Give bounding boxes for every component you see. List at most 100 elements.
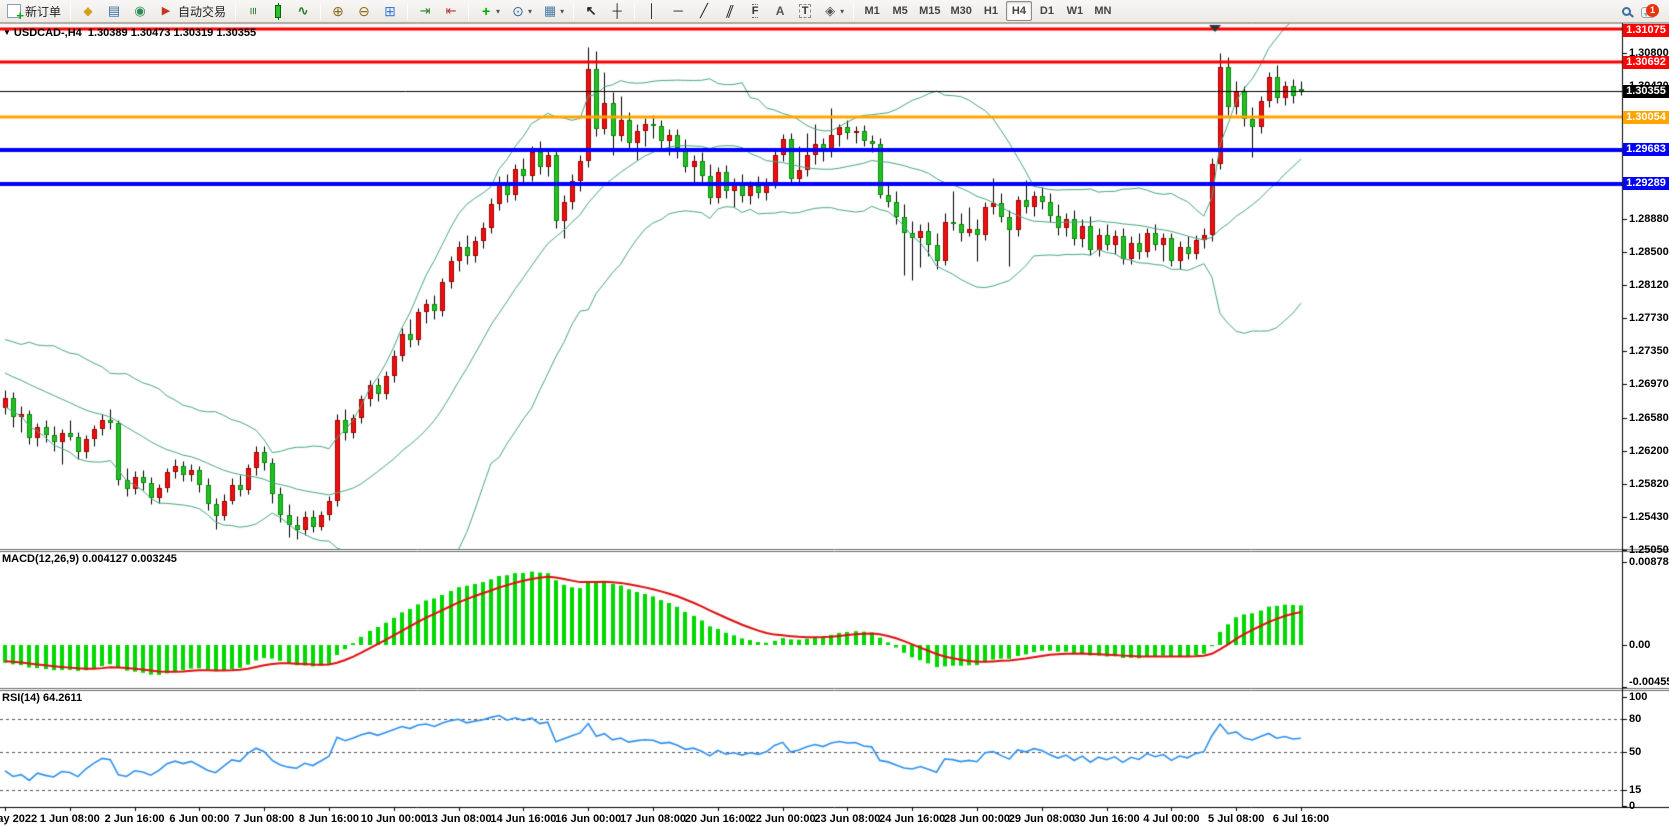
time-tick-label: 14 Jun 16:00	[490, 813, 557, 825]
shapes-icon: ◈	[825, 3, 836, 18]
market-watch-button[interactable]: ◆	[76, 1, 100, 21]
timeframe-button-h1[interactable]: H1	[983, 5, 998, 17]
autotrading-icon: ▶	[161, 5, 171, 17]
indicators-icon: +	[481, 3, 491, 19]
price-level-badge: 1.29683	[1623, 143, 1669, 156]
time-tick-label: 7 Jun 08:00	[234, 813, 295, 825]
new-order-button[interactable]: 新订单	[3, 1, 65, 23]
navigator-button[interactable]: ◉	[128, 1, 152, 21]
cursor-icon: ↖	[585, 3, 597, 18]
cursor-button[interactable]: ↖	[579, 1, 603, 21]
rsi-tick-label: 15	[1629, 784, 1642, 796]
search-icon[interactable]	[1622, 7, 1631, 16]
bar-chart-button[interactable]: ≡	[241, 1, 265, 21]
price-tick-label: 1.25820	[1629, 478, 1669, 490]
tile-windows-button[interactable]: ⊞	[378, 1, 402, 21]
vertical-line-button[interactable]: │	[640, 1, 664, 21]
new-order-button-label: 新订单	[25, 4, 62, 19]
text-button[interactable]: A	[768, 1, 792, 21]
time-tick-label: 1 Jun 08:00	[39, 813, 100, 825]
timeframe-button-m1[interactable]: M1	[864, 5, 880, 17]
dropdown-caret-icon[interactable]: ▾	[560, 6, 565, 16]
crosshair-icon: ┼	[612, 3, 622, 18]
timeframe-button-h4[interactable]: H4	[1005, 1, 1032, 21]
timeframe-button-d1[interactable]: D1	[1039, 5, 1054, 17]
dropdown-caret-icon[interactable]: ▾	[840, 6, 845, 16]
chart-ohlc-values: 1.30389 1.30473 1.30319 1.30355	[87, 27, 257, 39]
templates-button[interactable]: ▦ ▾	[538, 1, 568, 21]
data-window-button[interactable]: ▤	[102, 1, 126, 21]
autotrading-button[interactable]: ▶ 自动交易	[154, 1, 230, 21]
line-chart-icon: ∿	[297, 3, 309, 18]
crosshair-button[interactable]: ┼	[605, 1, 629, 21]
rsi-tick-label: 50	[1629, 746, 1642, 758]
price-tick-label: 1.27730	[1629, 312, 1669, 324]
data-window-icon: ▤	[107, 3, 121, 18]
periods-button[interactable]: ⊙ ▾	[506, 1, 536, 21]
time-tick-label: 2 Jun 16:00	[104, 813, 165, 825]
auto-scroll-icon: ⇥	[419, 3, 431, 18]
price-tick-label: 1.25430	[1629, 511, 1669, 523]
timeframe-button-m5[interactable]: M5	[892, 5, 908, 17]
templates-icon: ▦	[543, 3, 557, 18]
price-tick-label: 1.26200	[1629, 445, 1669, 457]
dropdown-caret-icon[interactable]: ▾	[496, 6, 501, 16]
new-order-icon	[7, 4, 24, 23]
timeframe-button-w1[interactable]: W1	[1066, 5, 1084, 17]
chart-shift-icon: ⇤	[445, 3, 457, 18]
price-tick-label: 1.27350	[1629, 345, 1669, 357]
horizontal-line-icon: ─	[673, 3, 683, 18]
notifications-button[interactable]: 1	[1641, 2, 1663, 22]
timeframe-button-mn[interactable]: MN	[1094, 5, 1112, 17]
auto-scroll-button[interactable]: ⇥	[413, 1, 437, 21]
timeframe-button-m15[interactable]: M15	[919, 5, 941, 17]
zoom-out-button[interactable]: ⊖	[352, 1, 376, 21]
shapes-button[interactable]: ◈ ▾	[818, 1, 848, 21]
toolbar-group: ◆ ▤ ◉ ▶ 自动交易	[75, 0, 231, 23]
time-tick-label: 10 Jun 00:00	[360, 813, 427, 825]
time-tick-label: 22 Jun 00:00	[749, 813, 816, 825]
timeframe-button-m30[interactable]: M30	[950, 5, 972, 17]
toolbar: 新订单◆▤◉▶自动交易≡∿⊕⊖⊞⇥⇤+▾⊙▾▦▾↖┼│─╱∥FAT◈▾M1M5M…	[0, 0, 1669, 23]
time-tick-label: 16 Jun 00:00	[555, 813, 622, 825]
channel-button[interactable]: ∥	[718, 1, 742, 21]
toolbar-separator	[70, 2, 72, 20]
time-tick-label: 4 Jul 00:00	[1143, 813, 1200, 825]
text-label-icon: T	[798, 4, 812, 18]
chart-shift-button[interactable]: ⇤	[439, 1, 463, 21]
channel-icon: ∥	[724, 3, 737, 18]
toolbar-separator	[634, 2, 636, 20]
price-level-badge: 1.30054	[1623, 111, 1669, 124]
time-tick-label: 29 Jun 08:00	[1008, 813, 1075, 825]
line-chart-button[interactable]: ∿	[291, 1, 315, 21]
indicators-button[interactable]: + ▾	[474, 1, 504, 21]
trendline-button[interactable]: ╱	[692, 1, 716, 21]
toolbar-separator	[320, 2, 322, 20]
rsi-tick-label: 80	[1629, 713, 1642, 725]
text-icon: A	[775, 4, 785, 18]
time-tick-label: 17 Jun 08:00	[619, 813, 687, 825]
macd-tick-label: 0.00	[1629, 639, 1651, 651]
horizontal-line-button[interactable]: ─	[666, 1, 690, 21]
time-tick-label: 24 Jun 16:00	[879, 813, 946, 825]
price-level-badge: 1.30692	[1623, 56, 1669, 69]
fibonacci-button[interactable]: F	[744, 1, 766, 21]
zoom-in-button[interactable]: ⊕	[326, 1, 350, 21]
periods-clock-icon: ⊙	[512, 3, 524, 19]
candle-chart-button[interactable]	[267, 1, 289, 21]
chevron-down-icon[interactable]: ▼	[3, 28, 11, 37]
chart-symbol-period: USDCAD-,H4	[13, 27, 82, 39]
price-level-badge: 1.31075	[1623, 24, 1669, 37]
fibonacci-icon: F	[751, 4, 759, 18]
label-button[interactable]: T	[794, 1, 816, 21]
price-tick-label: 1.28500	[1629, 246, 1669, 258]
dropdown-caret-icon[interactable]: ▾	[528, 6, 533, 16]
rsi-indicator-label: RSI(14) 64.2611	[2, 692, 83, 704]
toolbar-separator	[573, 2, 575, 20]
toolbar-group: ⊕ ⊖ ⊞	[325, 0, 403, 23]
price-tick-label: 1.25050	[1629, 544, 1669, 556]
toolbar-separator	[407, 2, 409, 20]
